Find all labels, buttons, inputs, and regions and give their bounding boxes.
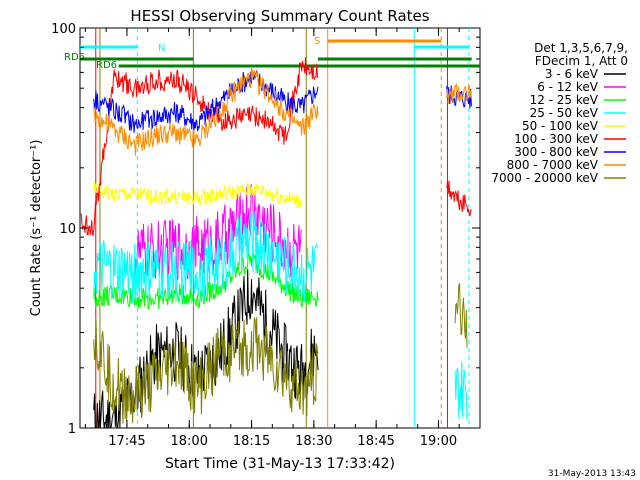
legend-label-4: 25 - 50 keV <box>530 106 599 120</box>
x-tick-label: 18:30 <box>295 434 332 449</box>
y-tick-label: 100 <box>51 22 76 37</box>
x-tick-label: 19:00 <box>420 434 457 449</box>
series-line-4 <box>454 361 468 421</box>
series-line-6 <box>446 180 472 217</box>
flag-bars: RD6 RD6 N S <box>64 36 480 71</box>
legend-label-9: 7000 - 20000 keV <box>491 171 598 185</box>
series-line-5 <box>93 182 302 208</box>
series-line-7 <box>93 69 319 133</box>
x-tick-label: 18:00 <box>171 434 208 449</box>
series-line-9 <box>93 317 319 424</box>
series-line-8 <box>93 66 319 156</box>
legend-header-line-1: Det 1,3,5,6,7,9, <box>534 41 628 55</box>
flag-label: RD6 <box>64 52 85 63</box>
x-tick-label: 17:45 <box>108 434 145 449</box>
y-axis-label: Count Rate (s⁻¹ detector⁻¹) <box>29 140 44 317</box>
series-group <box>80 57 472 429</box>
flag-label: S <box>314 36 320 47</box>
legend: Det 1,3,5,6,7,9, FDecim 1, Att 0 3 - 6 k… <box>491 41 628 185</box>
legend-label-5: 50 - 100 keV <box>522 119 599 133</box>
legend-label-7: 300 - 800 keV <box>514 145 598 159</box>
footer-timestamp: 31-May-2013 13:43 <box>548 469 636 479</box>
x-tick-label: 18:15 <box>233 434 270 449</box>
flag-label: N <box>158 43 165 54</box>
legend-label-3: 12 - 25 keV <box>530 93 599 107</box>
series-line-4 <box>93 210 319 306</box>
flag-label: RD6 <box>96 60 117 71</box>
x-tick-label: 18:45 <box>357 434 394 449</box>
series-line-8 <box>446 83 472 105</box>
series-line-9 <box>454 283 468 349</box>
axes-group: 17:45 18:00 18:15 18:30 18:45 19:00 1 10 100 <box>51 22 481 449</box>
y-tick-label: 1 <box>68 422 76 437</box>
series-line-3 <box>93 251 319 310</box>
x-axis-label: Start Time (31-May-13 17:33:42) <box>165 456 395 472</box>
legend-label-6: 100 - 300 keV <box>514 132 598 146</box>
chart-title: HESSI Observing Summary Count Rates <box>130 7 429 25</box>
legend-label-1: 3 - 6 keV <box>545 67 599 81</box>
series-line-6 <box>80 57 318 237</box>
y-tick-label: 10 <box>59 222 76 237</box>
legend-header-line-2: FDecim 1, Att 0 <box>535 54 628 68</box>
series-line-2 <box>134 184 302 282</box>
legend-label-8: 800 - 7000 keV <box>507 158 599 172</box>
legend-label-2: 6 - 12 keV <box>537 80 599 94</box>
